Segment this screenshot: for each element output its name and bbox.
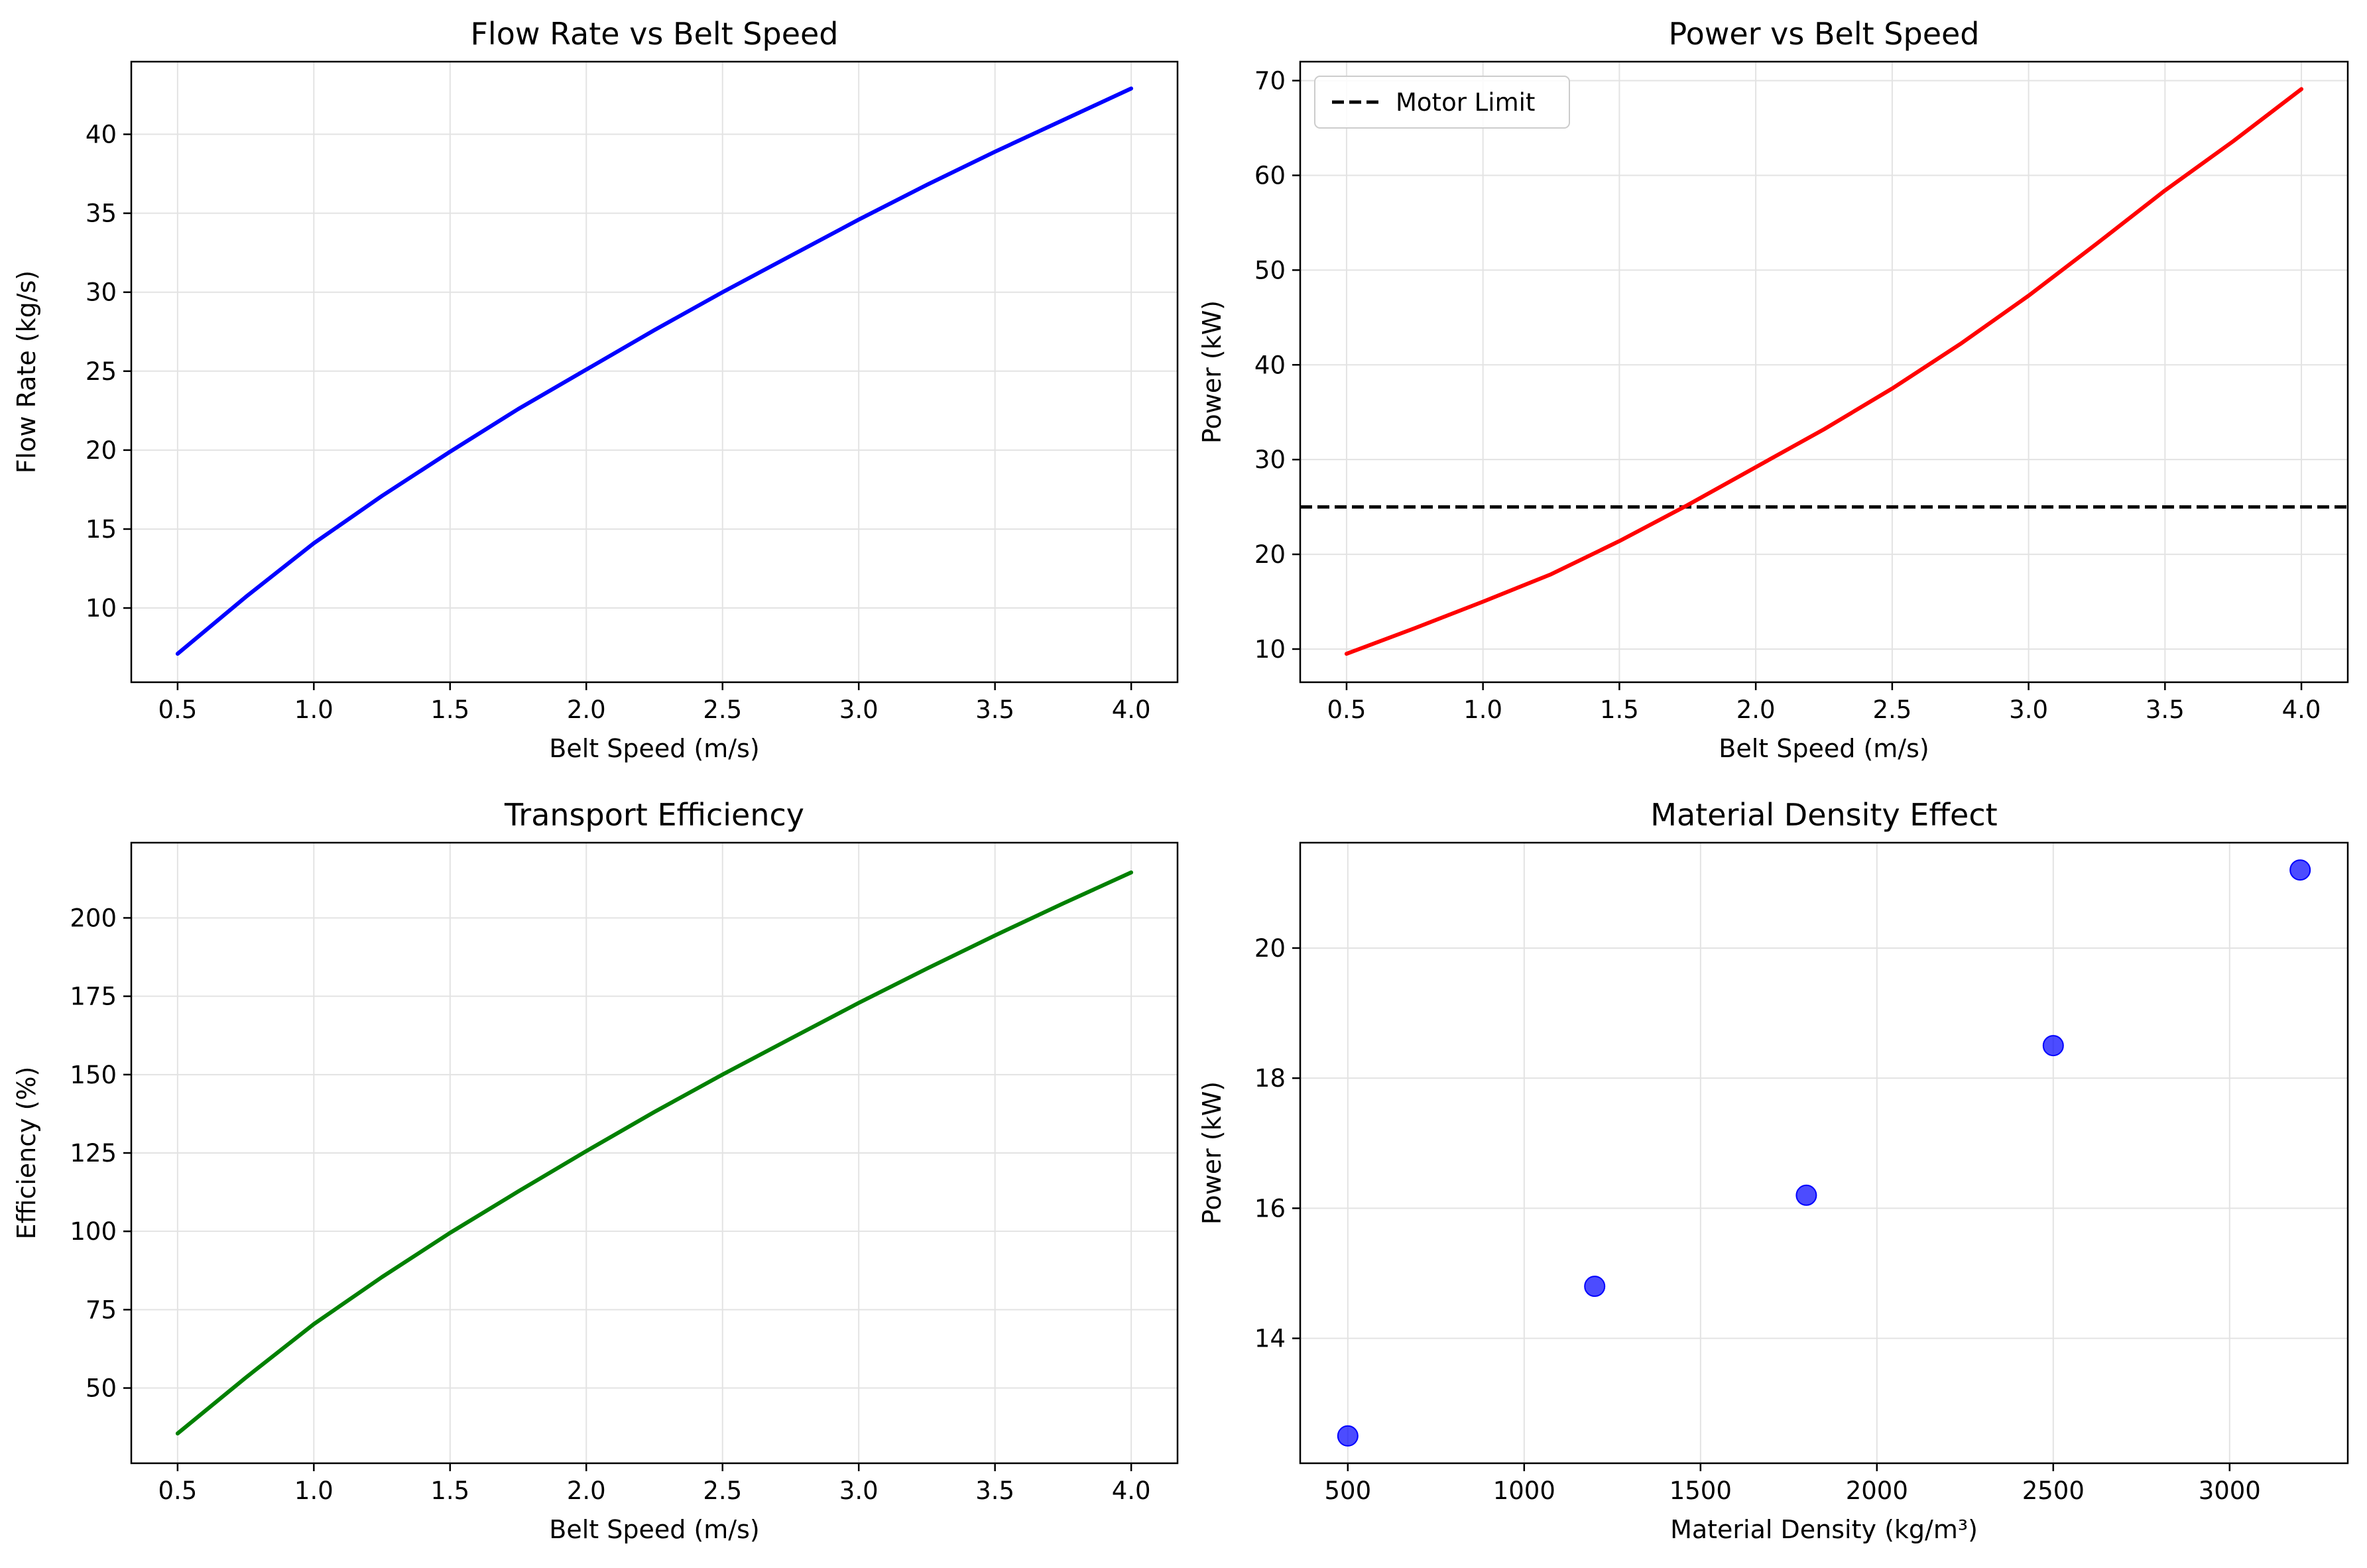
y-tick-label: 70 <box>1254 67 1286 95</box>
x-tick-label: 0.5 <box>158 1477 197 1505</box>
y-tick-label: 10 <box>86 594 117 623</box>
legend-label: Motor Limit <box>1396 88 1535 117</box>
x-tick-label: 1500 <box>1669 1477 1732 1505</box>
x-tick-label: 3.0 <box>839 1477 879 1505</box>
y-tick-label: 75 <box>86 1296 117 1324</box>
y-axis-label: Flow Rate (kg/s) <box>12 271 41 473</box>
x-tick-label: 2.5 <box>1872 695 1912 724</box>
y-tick-label: 60 <box>1254 161 1286 190</box>
x-tick-label: 3000 <box>2199 1477 2261 1505</box>
chart-title: Flow Rate vs Belt Speed <box>470 16 838 52</box>
x-tick-label: 1.5 <box>430 695 469 724</box>
x-tick-label: 1.5 <box>430 1477 469 1505</box>
y-tick-label: 16 <box>1254 1194 1286 1223</box>
chart-panel-4: 500 1000 1500 2000 2500 3000 14 16 18 20 Material … <box>1197 797 2349 1544</box>
plot-area <box>175 870 1134 1436</box>
x-axis-label: Material Density (kg/m³) <box>1670 1515 1978 1544</box>
chart-panel-3: 0.5 1.0 1.5 2.0 2.5 3.0 3.5 4.0 50 75 100 125 150 175… <box>12 797 1179 1544</box>
x-axis-label: Belt Speed (m/s) <box>549 1515 759 1544</box>
x-tick-label: 1.0 <box>1463 695 1502 724</box>
y-tick-label: 175 <box>70 983 117 1011</box>
y-axis-label: Efficiency (%) <box>12 1067 41 1240</box>
y-tick-label: 18 <box>1254 1064 1286 1093</box>
x-axis-label: Belt Speed (m/s) <box>549 734 759 763</box>
y-tick-label: 100 <box>70 1217 117 1246</box>
y-tick-label: 35 <box>86 200 117 228</box>
series-line <box>1344 87 2304 656</box>
chart-panel-1: 0.5 1.0 1.5 2.0 2.5 3.0 3.5 4.0 10 15 20 25 30 35 40 Fl… <box>12 16 1179 763</box>
x-tick-label: 0.5 <box>1327 695 1366 724</box>
y-tick-label: 150 <box>70 1061 117 1089</box>
series-line <box>175 86 1134 656</box>
x-tick-label: 4.0 <box>1112 1477 1151 1505</box>
y-tick-label: 14 <box>1254 1325 1286 1353</box>
y-tick-label: 15 <box>86 515 117 544</box>
scatter-point <box>1584 1276 1606 1297</box>
scatter-point <box>2042 1035 2064 1057</box>
y-tick-label: 125 <box>70 1139 117 1168</box>
y-tick-label: 30 <box>1254 446 1286 474</box>
x-tick-label: 2.5 <box>703 1477 742 1505</box>
x-tick-label: 3.0 <box>2009 695 2048 724</box>
chart-panel-2: 0.5 1.0 1.5 2.0 2.5 3.0 3.5 4.0 10 20 30 40 50 60 70 Po… <box>1197 16 2349 763</box>
x-tick-label: 3.5 <box>975 695 1014 724</box>
scatter-point <box>1337 1425 1359 1447</box>
legend: Motor Limit <box>1314 76 1570 129</box>
series-line <box>175 870 1134 1436</box>
x-tick-label: 1000 <box>1493 1477 1555 1505</box>
x-tick-label: 2.0 <box>567 1477 606 1505</box>
y-tick-label: 40 <box>1254 351 1286 379</box>
x-tick-label: 1.5 <box>1600 695 1639 724</box>
x-tick-label: 3.0 <box>839 695 879 724</box>
chart-title: Transport Efficiency <box>504 797 804 833</box>
x-tick-label: 3.5 <box>2146 695 2185 724</box>
chart-title: Material Density Effect <box>1650 797 1997 833</box>
axes-frame <box>1299 60 2349 684</box>
x-tick-label: 2500 <box>2022 1477 2085 1505</box>
x-tick-label: 1.0 <box>294 695 334 724</box>
axes-frame <box>130 60 1179 684</box>
x-tick-label: 2000 <box>1846 1477 1908 1505</box>
x-tick-label: 4.0 <box>1112 695 1151 724</box>
x-tick-label: 500 <box>1325 1477 1372 1505</box>
x-axis-label: Belt Speed (m/s) <box>1719 734 1929 763</box>
x-tick-label: 0.5 <box>158 695 197 724</box>
y-tick-label: 20 <box>86 436 117 465</box>
y-tick-label: 20 <box>1254 934 1286 963</box>
y-tick-label: 50 <box>1254 256 1286 284</box>
plot-area <box>1337 859 2311 1447</box>
x-tick-label: 4.0 <box>2282 695 2321 724</box>
y-tick-label: 200 <box>70 904 117 932</box>
scatter-point <box>2289 859 2311 881</box>
plot-area <box>175 86 1134 656</box>
legend-box <box>1314 76 1570 129</box>
plot-area <box>1300 87 2348 656</box>
y-tick-label: 50 <box>86 1374 117 1403</box>
y-axis-label: Power (kW) <box>1197 1081 1227 1225</box>
y-axis-label: Power (kW) <box>1197 300 1227 444</box>
y-tick-label: 10 <box>1254 635 1286 664</box>
scatter-point <box>1795 1184 1817 1206</box>
chart-title: Power vs Belt Speed <box>1668 16 1979 52</box>
axes-frame <box>1299 841 2349 1465</box>
x-tick-label: 2.0 <box>1736 695 1776 724</box>
x-tick-label: 2.5 <box>703 695 742 724</box>
y-tick-label: 30 <box>86 278 117 307</box>
x-tick-label: 3.5 <box>975 1477 1014 1505</box>
y-tick-label: 40 <box>86 121 117 149</box>
x-tick-label: 2.0 <box>567 695 606 724</box>
y-tick-label: 20 <box>1254 540 1286 569</box>
y-tick-label: 25 <box>86 357 117 386</box>
x-tick-label: 1.0 <box>294 1477 334 1505</box>
